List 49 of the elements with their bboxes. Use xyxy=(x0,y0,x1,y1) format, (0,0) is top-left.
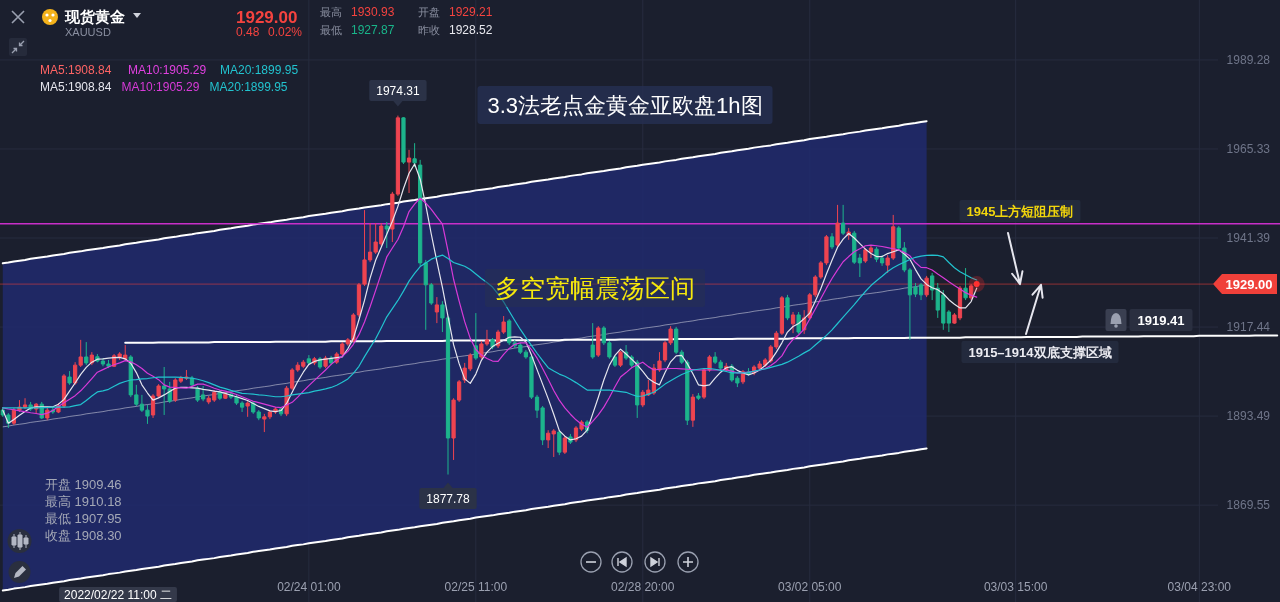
annotation: 1915–1914双底支撑区域 xyxy=(968,344,1112,360)
annotation: 1877.78 xyxy=(426,491,471,506)
annotation: 1919.41 xyxy=(1129,309,1193,331)
legend: MA5:1908.84 MA10:1905.29 MA20:1899.95 xyxy=(40,80,288,94)
annotation: 1928.52 xyxy=(449,23,493,37)
annotation: 最低 xyxy=(320,24,342,36)
y-tick-label: 1989.28 xyxy=(1226,52,1271,67)
y-tick-label: 1893.49 xyxy=(1226,409,1271,424)
annotation: 开盘 xyxy=(418,6,440,18)
annotation: XAUUSD xyxy=(65,26,111,38)
y-tick-label: 1965.33 xyxy=(1226,141,1271,156)
x-tick-label: 02/25 11:00 xyxy=(444,580,508,594)
x-tick-label: 03/03 15:00 xyxy=(983,580,1048,594)
annotation: 多空宽幅震荡区间 xyxy=(495,274,695,302)
annotation: 1945上方短阻压制 xyxy=(966,203,1074,219)
y-tick-label: 1917.44 xyxy=(1226,320,1271,335)
text: 现货黄金 xyxy=(64,8,125,25)
annotation: 开盘 1909.46 xyxy=(45,477,122,492)
annotation: 1877.78 xyxy=(419,482,477,510)
x-tick-label: 02/24 01:00 xyxy=(277,580,341,594)
annotation: 最低 1907.95 xyxy=(45,511,122,526)
annotation: 1919.41 xyxy=(1137,312,1185,328)
ref-line-label: 1929.00 xyxy=(1225,277,1273,293)
annotation: 1974.31 xyxy=(376,83,420,98)
title: 3.3法老点金黄金亚欧盘1h图 xyxy=(477,86,773,124)
annotation: 0.02% xyxy=(268,25,303,39)
annotation: 2022/02/22 11:00 二 xyxy=(59,587,177,602)
annotation: 1945上方短阻压制 xyxy=(959,200,1081,222)
annotation: 最高 1910.18 xyxy=(45,494,122,509)
annotation: MA5:1908.84 xyxy=(40,63,112,77)
annotation: MA10:1905.29 xyxy=(128,63,207,77)
annotation: 昨收 xyxy=(418,24,440,36)
annotation: 1929.21 xyxy=(449,5,493,19)
y-tick-label: 1869.55 xyxy=(1226,498,1271,513)
annotation: MA20:1899.95 xyxy=(220,63,299,77)
annotation: 1930.93 xyxy=(351,5,395,19)
annotation: 1974.31 xyxy=(369,80,427,107)
x-tick-label: 03/02 05:00 xyxy=(778,580,842,594)
annotation: 0.48 xyxy=(236,25,260,39)
annotation: 收盘 1908.30 xyxy=(45,528,122,543)
annotation: 多空宽幅震荡区间 xyxy=(485,269,705,307)
x-tick-label: 03/04 23:00 xyxy=(1167,580,1232,594)
annotation: 1915–1914双底支撑区域 xyxy=(961,341,1119,363)
price-tag: 1929.00 xyxy=(1213,274,1277,295)
annotation: 1927.87 xyxy=(351,23,395,37)
annotation: 1929.00 xyxy=(236,8,298,27)
y-tick-label: 1941.39 xyxy=(1226,231,1271,246)
annotation: 最高 xyxy=(320,6,342,18)
x-tick-label: 02/28 20:00 xyxy=(611,580,675,594)
